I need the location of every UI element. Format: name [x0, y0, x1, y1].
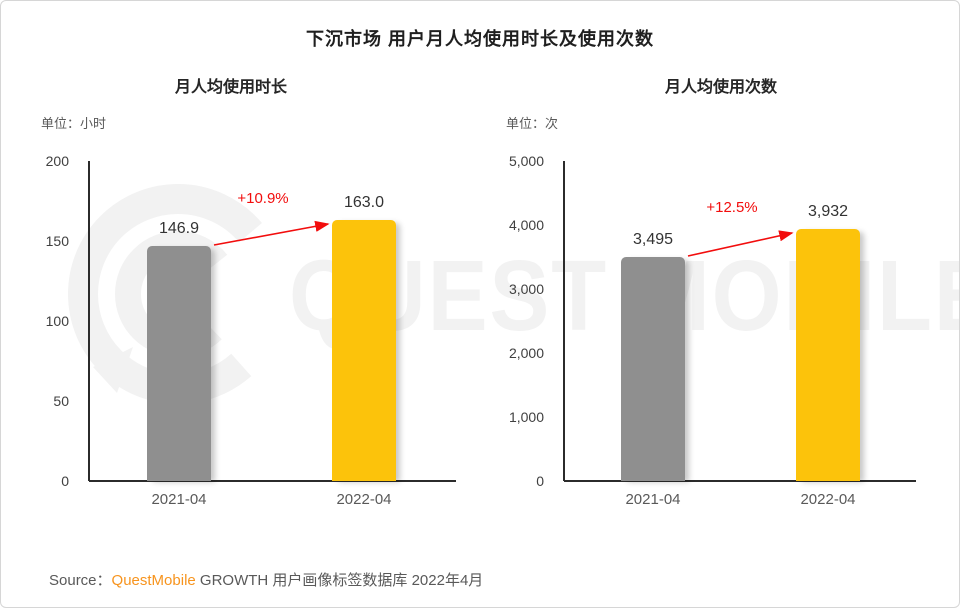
y-axis-tick-label: 5,000 — [508, 153, 544, 169]
bar-2021-04 — [621, 257, 685, 481]
y-axis-tick-label: 100 — [45, 313, 69, 329]
y-axis-tick-label: 150 — [45, 233, 69, 249]
x-axis-category-label: 2022-04 — [800, 491, 856, 508]
y-axis-tick-label: 0 — [536, 473, 544, 489]
y-axis-tick-label: 0 — [61, 473, 69, 489]
y-axis-tick-label: 3,000 — [508, 281, 544, 297]
right-unit-label: 单位：次 — [506, 116, 559, 131]
bar-2022-04 — [796, 229, 860, 481]
left-unit-label: 单位：小时 — [41, 116, 107, 131]
bar-value-label: 163.0 — [343, 194, 385, 211]
y-axis-tick-label: 4,000 — [508, 217, 544, 233]
growth-percent-label: +10.9% — [237, 190, 289, 207]
source-suffix: GROWTH 用户画像标签数据库 2022年4月 — [195, 572, 484, 589]
bar-2022-04 — [332, 220, 396, 481]
x-axis-line — [564, 480, 916, 482]
right-chart-title: 月人均使用次数 — [664, 79, 778, 96]
left-chart-title: 月人均使用时长 — [174, 79, 288, 96]
bar-value-label: 146.9 — [158, 220, 200, 237]
bar-value-label: 3,495 — [632, 231, 674, 248]
y-axis-line — [88, 161, 90, 481]
y-axis-tick-label: 1,000 — [508, 409, 544, 425]
source-brand-questmobile: QuestMobile — [111, 572, 196, 589]
y-axis-line — [563, 161, 565, 481]
x-axis-line — [89, 480, 456, 482]
bar-2021-04 — [147, 246, 211, 481]
y-axis-tick-label: 200 — [45, 153, 69, 169]
y-axis-tick-label: 2,000 — [508, 345, 544, 361]
page-title: 下沉市场 用户月人均使用时长及使用次数 — [306, 29, 654, 49]
x-axis-category-label: 2021-04 — [625, 491, 681, 508]
bar-value-label: 3,932 — [807, 203, 849, 220]
x-axis-category-label: 2021-04 — [151, 491, 207, 508]
x-axis-category-label: 2022-04 — [336, 491, 392, 508]
growth-percent-label: +12.5% — [706, 199, 758, 216]
y-axis-tick-label: 50 — [53, 393, 69, 409]
source-line: Source：QuestMobile GROWTH 用户画像标签数据库 2022… — [49, 569, 483, 590]
source-prefix: Source： — [49, 572, 112, 589]
